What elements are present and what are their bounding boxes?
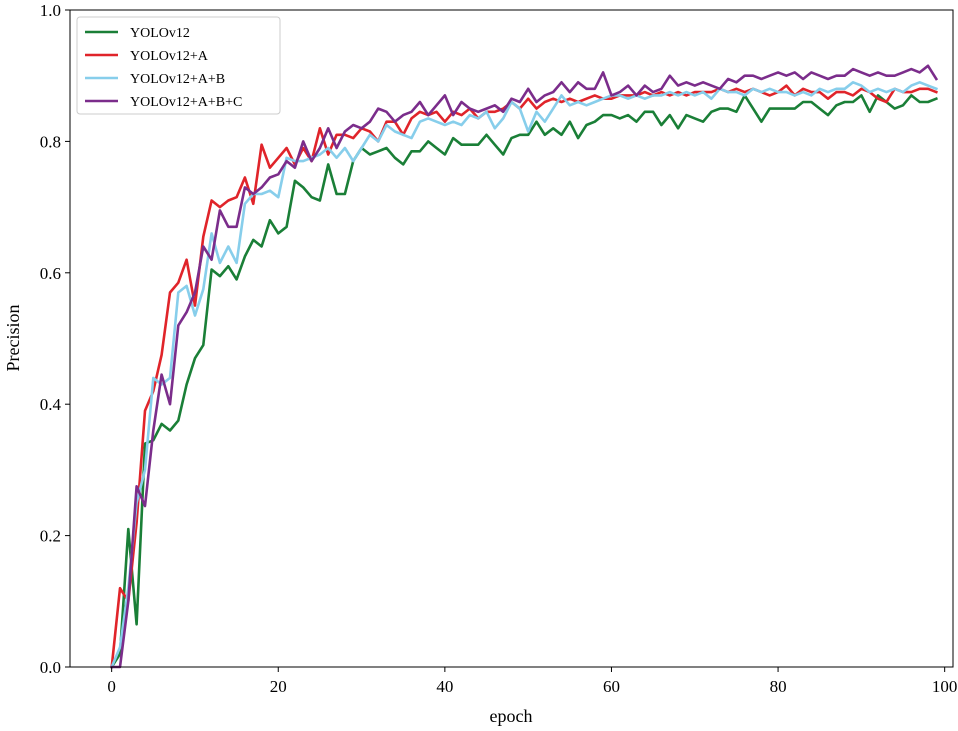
legend-box <box>76 16 281 115</box>
series-line-3 <box>110 64 939 669</box>
y-axis-label: Precision <box>3 305 23 372</box>
y-axis-ticks: 0.0 0.2 0.4 0.6 0.8 1.0 <box>40 1 70 677</box>
x-tick-label: 80 <box>770 677 787 696</box>
x-tick-label: 60 <box>603 677 620 696</box>
y-tick-label: 0.6 <box>40 264 61 283</box>
legend-label-3: YOLOv12+A+B+C <box>130 95 242 110</box>
y-tick-label: 1.0 <box>40 1 61 20</box>
x-axis-ticks: 0 20 40 60 80 100 <box>107 667 957 696</box>
legend-label-2: YOLOv12+A+B <box>130 72 225 87</box>
legend: YOLOv12 YOLOv12+A YOLOv12+A+B YOLOv12+A+B+C <box>76 16 281 115</box>
x-tick-label: 20 <box>270 677 287 696</box>
y-tick-label: 0.2 <box>40 527 61 546</box>
x-tick-label: 40 <box>436 677 453 696</box>
series-line-2 <box>109 81 938 669</box>
y-tick-label: 0.0 <box>40 658 61 677</box>
plot-frame <box>69 9 954 668</box>
y-tick-label: 0.8 <box>40 132 61 151</box>
x-tick-label: 0 <box>107 677 116 696</box>
x-tick-label: 100 <box>932 677 958 696</box>
series-layer <box>109 64 939 669</box>
y-tick-label: 0.4 <box>40 395 62 414</box>
legend-label-0: YOLOv12 <box>130 26 190 41</box>
series-line-0 <box>109 94 938 669</box>
x-axis-label: epoch <box>490 706 533 726</box>
legend-label-1: YOLOv12+A <box>130 49 209 64</box>
